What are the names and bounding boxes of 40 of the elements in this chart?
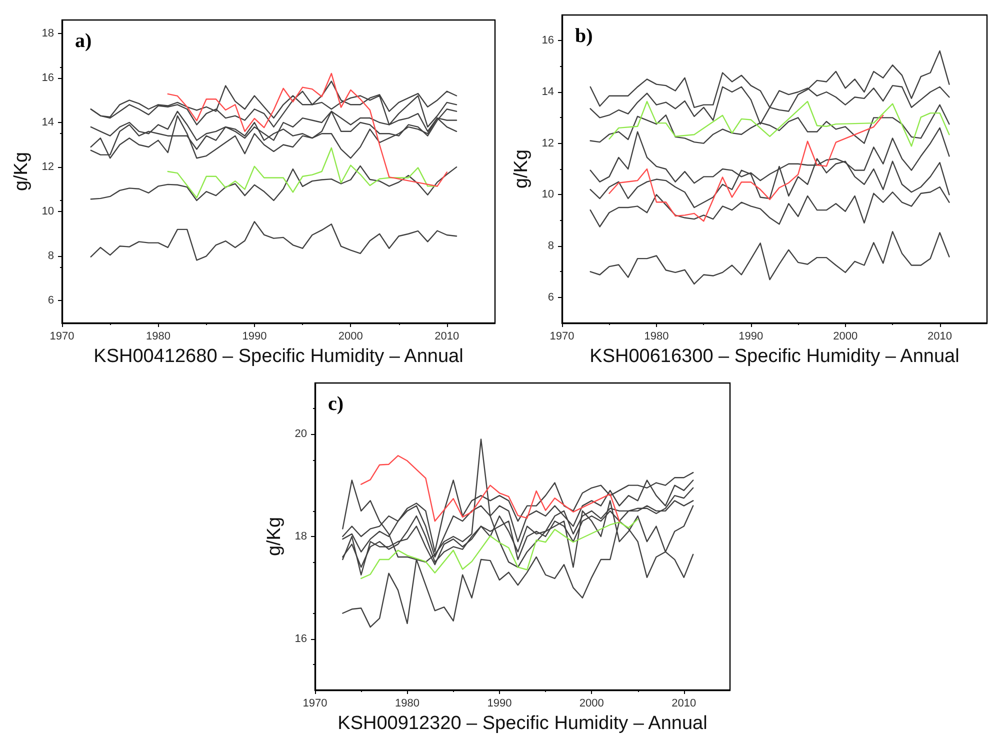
- x-tick-label: 1980: [394, 698, 420, 710]
- y-tick-label: 16: [42, 72, 54, 84]
- y-tick-label: 8: [48, 250, 54, 262]
- x-tick-label: 2000: [579, 698, 604, 710]
- y-tick-label: 6: [548, 291, 554, 304]
- y-tick-label: 10: [42, 206, 54, 218]
- x-tick-label: 2010: [434, 330, 460, 342]
- x-tick-label: 2010: [928, 330, 952, 342]
- y-tick-label: 10: [542, 188, 554, 201]
- y-tick-label: 12: [42, 161, 54, 174]
- y-tick-label: 12: [542, 137, 554, 150]
- x-tick-label: 1980: [146, 330, 170, 342]
- y-axis-title: g/Kg: [264, 516, 285, 556]
- y-tick-label: 16: [542, 34, 554, 47]
- x-tick-label: 1970: [50, 330, 74, 342]
- x-axis-title: KSH00616300 – Specific Humidity – Annual: [590, 346, 960, 367]
- y-axis-title: g/Kg: [510, 149, 532, 189]
- x-tick-label: 1970: [302, 698, 328, 710]
- x-tick-label: 1990: [242, 330, 267, 342]
- x-tick-label: 2010: [672, 698, 696, 710]
- x-tick-label: 2000: [338, 330, 363, 342]
- text: a): [75, 30, 92, 52]
- x-tick-label: 2000: [833, 330, 858, 342]
- y-tick-label: 18: [42, 27, 54, 40]
- y-tick-label: 14: [542, 86, 554, 98]
- y-tick-label: 18: [294, 530, 307, 542]
- y-tick-label: 8: [548, 240, 554, 252]
- x-axis-title: KSH00412680 – Specific Humidity – Annual: [94, 346, 464, 367]
- y-tick-label: 20: [294, 428, 307, 440]
- x-axis-title: KSH00912320 – Specific Humidity – Annual: [338, 713, 708, 734]
- x-tick-label: 1970: [550, 330, 574, 342]
- x-tick-label: 1980: [644, 330, 669, 342]
- text: b): [575, 25, 593, 47]
- y-tick-label: 14: [42, 116, 54, 128]
- x-tick-label: 1990: [487, 698, 512, 710]
- x-tick-label: 1990: [738, 330, 764, 342]
- y-tick-label: 6: [48, 294, 54, 307]
- y-axis-title: g/Kg: [10, 152, 32, 192]
- text: c): [328, 393, 344, 415]
- y-tick-label: 16: [294, 632, 307, 645]
